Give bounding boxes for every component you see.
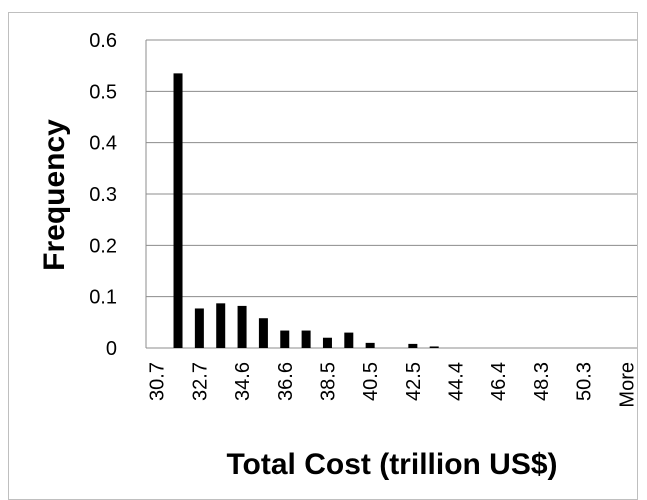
y-tick-label: 0.2 — [89, 235, 117, 257]
x-tick-label: 32.7 — [189, 362, 211, 401]
x-tick-label: 30.7 — [147, 362, 169, 401]
x-tick-label: 48.3 — [531, 362, 553, 401]
bar — [429, 346, 439, 348]
y-tick-labels: 0 0.1 0.2 0.3 0.4 0.5 0.6 — [89, 30, 117, 360]
x-tick-label: 50.3 — [574, 362, 596, 401]
bar — [301, 330, 311, 348]
y-tick-label: 0.3 — [89, 184, 117, 206]
x-tick-label: 44.4 — [446, 362, 468, 401]
bar — [322, 337, 332, 348]
bar — [173, 73, 183, 348]
bar — [365, 342, 375, 348]
x-tick-label: 42.5 — [403, 362, 425, 401]
y-tick-label: 0.4 — [89, 133, 117, 155]
y-tick-label: 0.5 — [89, 81, 117, 103]
y-axis-title: Frequency — [38, 119, 71, 271]
y-tick-label: 0 — [106, 338, 117, 360]
x-tick-label: 34.6 — [232, 362, 254, 401]
bar — [237, 305, 247, 348]
chart-frame — [8, 12, 638, 500]
x-tick-label: 38.5 — [317, 362, 339, 401]
bars — [173, 73, 439, 348]
y-tick-label: 0.1 — [89, 287, 117, 309]
x-tick-labels: 30.7 32.7 34.6 36.6 38.5 40.5 42.5 44.4 46.4 48.3… — [147, 362, 639, 408]
bar — [258, 318, 268, 348]
bar — [408, 343, 418, 348]
x-tick-label: 46.4 — [488, 362, 510, 401]
bar — [344, 332, 354, 348]
x-axis-title: Total Cost (trillion US$) — [226, 448, 557, 481]
gridlines — [145, 39, 637, 349]
x-tick-label: 40.5 — [360, 362, 382, 401]
y-tick-label: 0.6 — [89, 30, 117, 52]
bar — [194, 308, 204, 348]
bar — [216, 303, 226, 348]
bar — [280, 330, 290, 348]
x-tick-label: More — [616, 362, 638, 408]
x-tick-label: 36.6 — [275, 362, 297, 401]
